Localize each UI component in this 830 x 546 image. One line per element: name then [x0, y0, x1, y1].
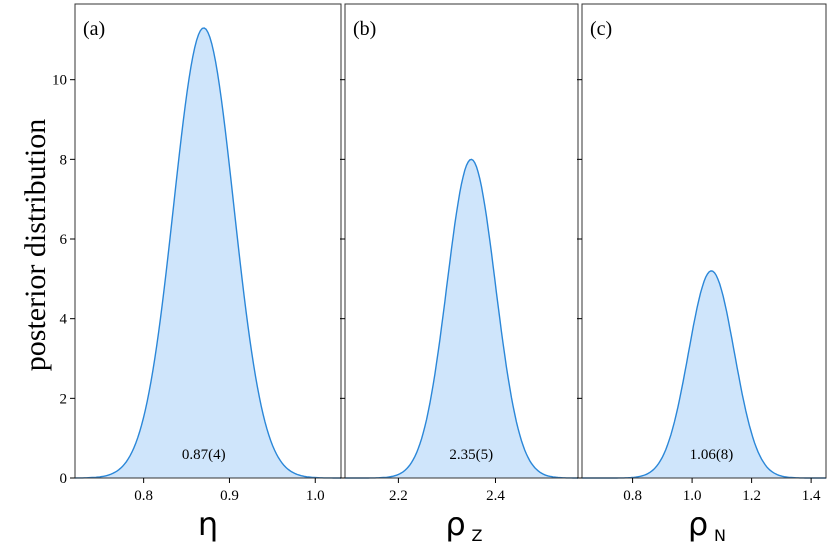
panel-frame-0: [74, 3, 342, 479]
x-axis-label-subscript: Z: [472, 526, 483, 545]
x-tick-label: 1.4: [802, 488, 821, 504]
x-axis-label: η: [198, 505, 218, 543]
x-tick-label: 1.2: [742, 488, 761, 504]
panel-frame-2: [581, 3, 827, 479]
x-axis-label: ρ: [445, 505, 465, 543]
y-tick-label: 2: [60, 391, 68, 407]
y-tick-label: 10: [52, 73, 67, 89]
y-tick-label: 4: [60, 312, 68, 328]
x-tick-label: 2.2: [389, 488, 408, 504]
density-fill-0: [75, 28, 341, 478]
x-axis-label-subscript: N: [714, 526, 726, 545]
density-fill-1: [345, 159, 578, 478]
panel-frame-1: [344, 3, 579, 479]
y-tick-label: 6: [60, 232, 68, 248]
x-tick-label: 0.8: [623, 488, 642, 504]
panel-label: (a): [83, 18, 105, 40]
panel-label: (c): [590, 18, 612, 40]
y-tick-label: 8: [60, 152, 68, 168]
value-annotation: 0.87(4): [182, 447, 226, 463]
value-annotation: 2.35(5): [449, 447, 493, 463]
x-axis-label: ρ: [688, 505, 708, 543]
density-curve-0: [74, 27, 341, 479]
density-curve-1: [345, 158, 578, 479]
x-tick-label: 1.0: [306, 488, 325, 504]
panel-label: (b): [353, 18, 376, 40]
y-tick-label: 0: [60, 471, 68, 487]
x-tick-label: 0.9: [220, 488, 239, 504]
density-fill-2: [582, 270, 826, 478]
x-tick-label: 1.0: [683, 488, 702, 504]
value-annotation: 1.06(8): [690, 447, 734, 463]
x-tick-label: 2.4: [486, 488, 505, 504]
x-tick-label: 0.8: [134, 488, 153, 504]
y-axis-label: posterior distribution: [19, 119, 52, 371]
